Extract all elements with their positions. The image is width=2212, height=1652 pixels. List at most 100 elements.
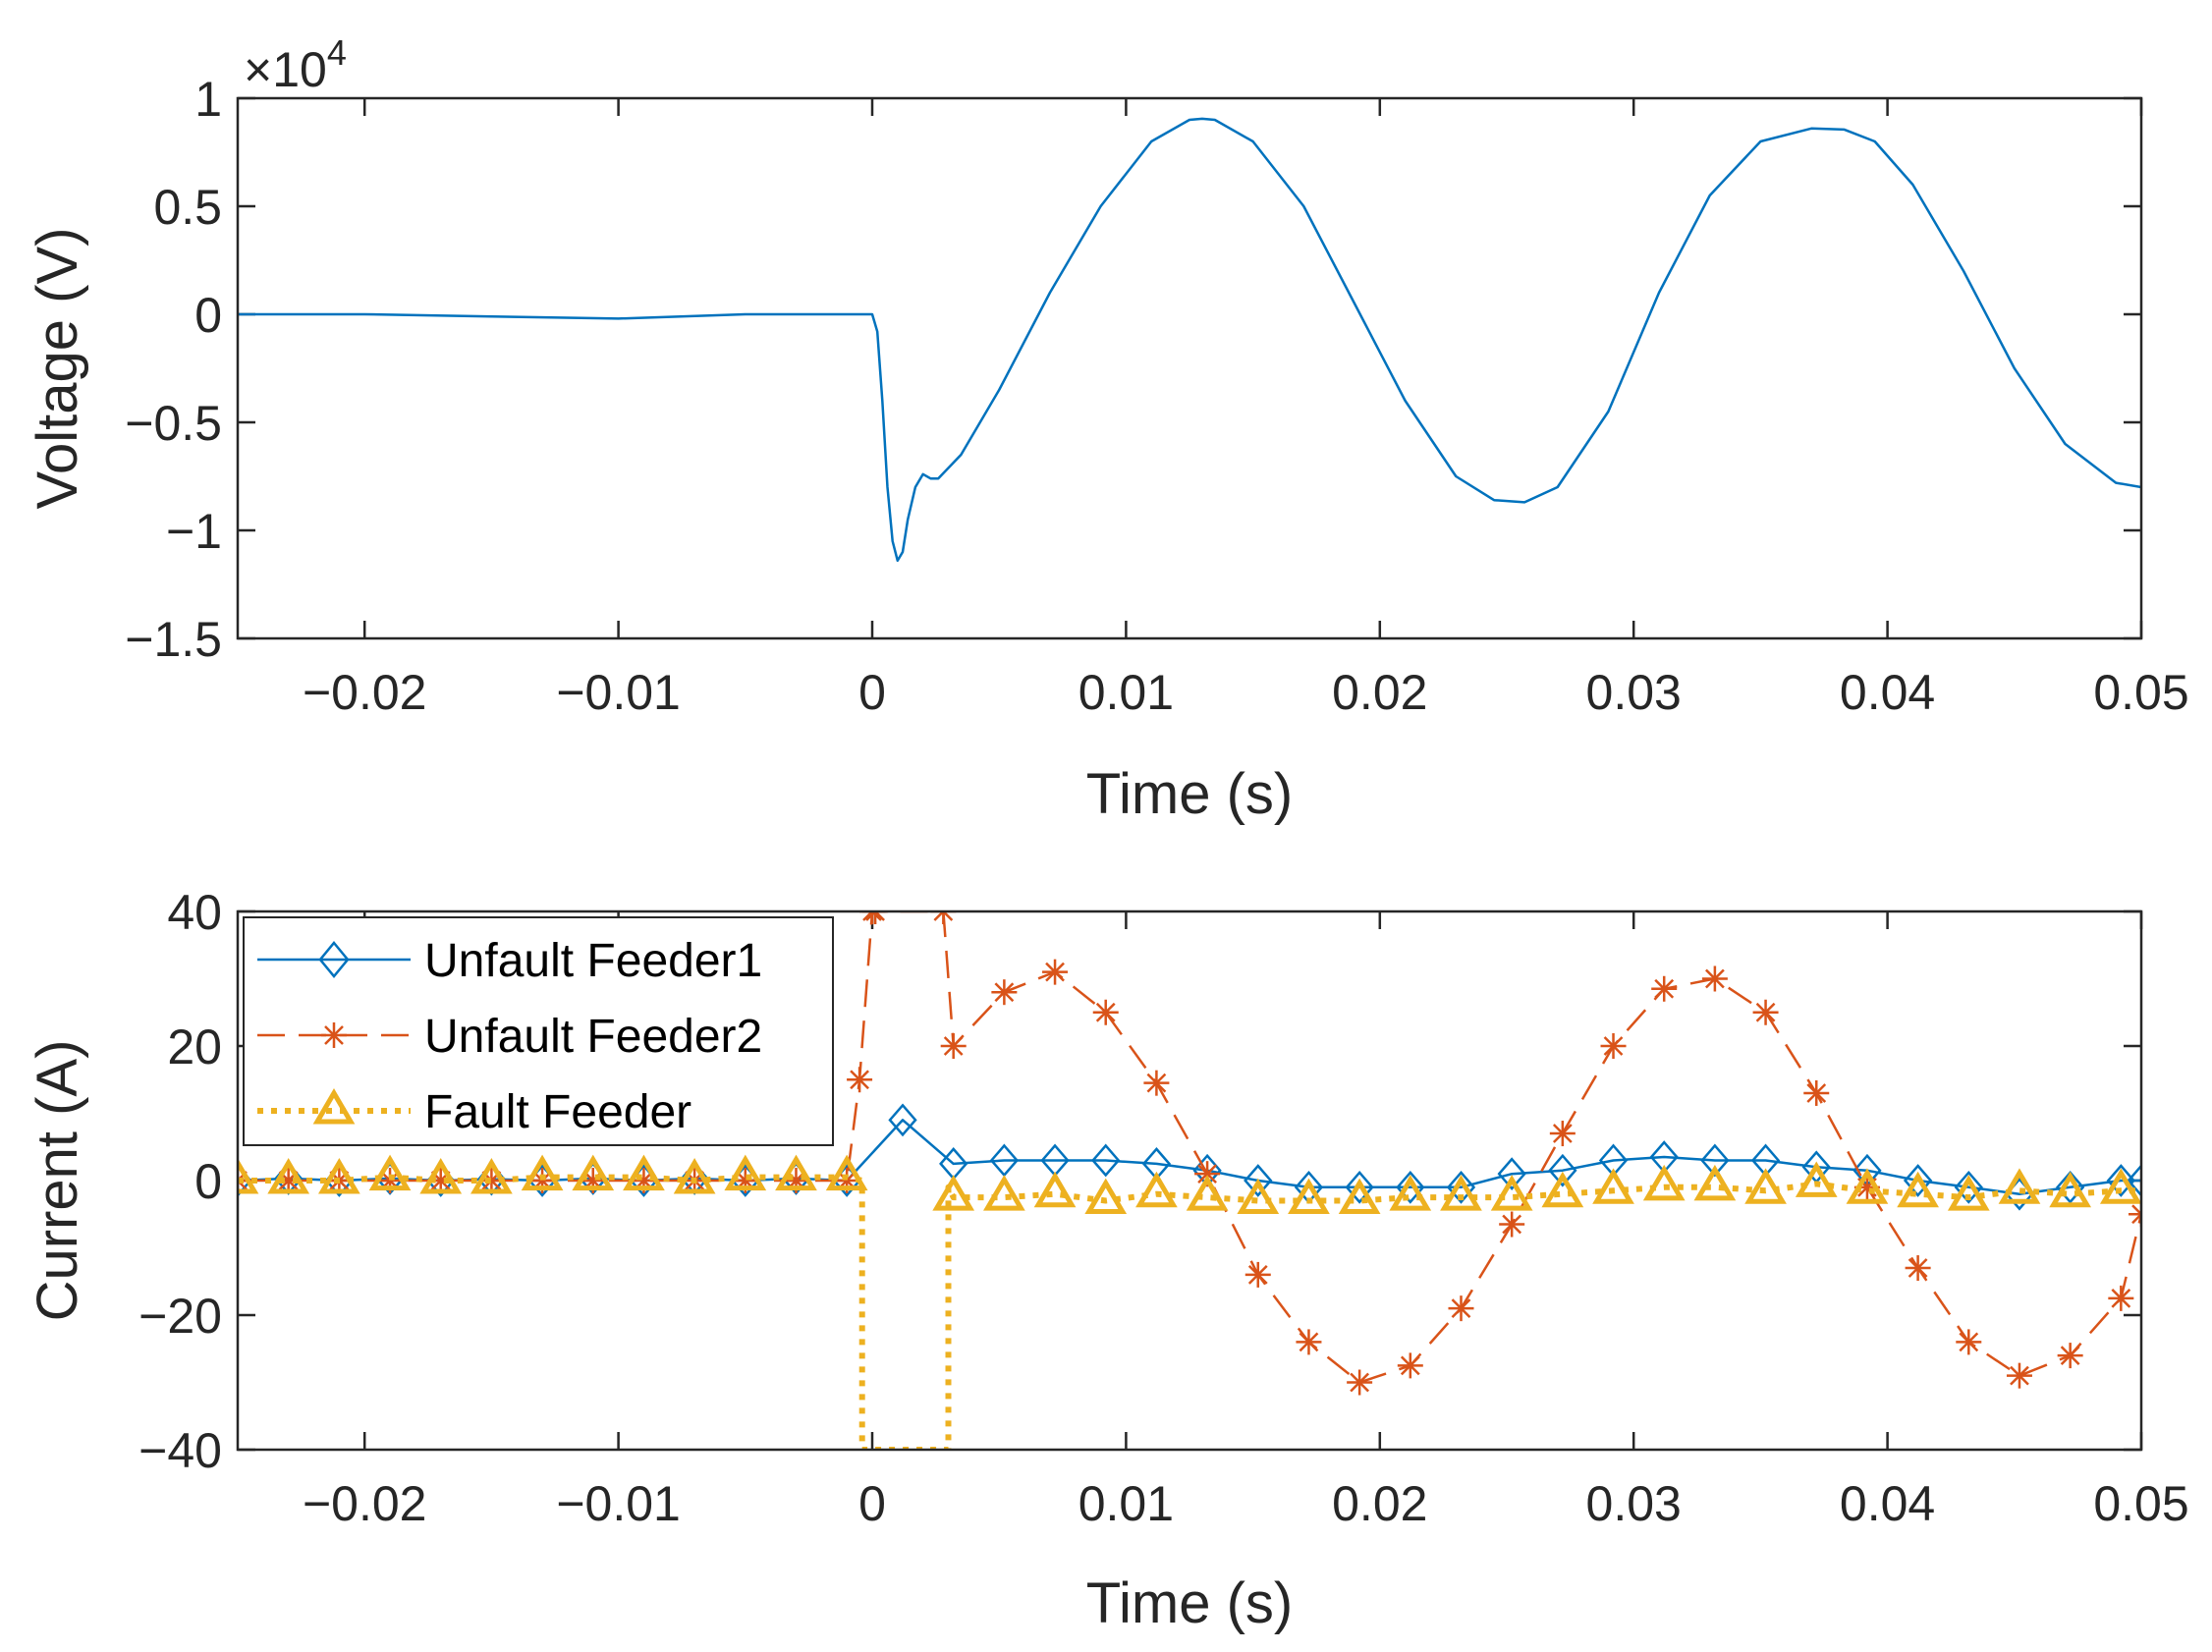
fault-feeder-marker (825, 1154, 868, 1191)
unfault-feeder2-marker (1905, 1255, 1931, 1282)
unfault-feeder1-marker (1548, 1153, 1577, 1187)
fault-feeder-marker (317, 1158, 360, 1194)
unfault-feeder2-marker (2057, 1343, 2083, 1369)
fault-feeder-marker (419, 1158, 463, 1194)
fault-feeder-marker (521, 1154, 564, 1191)
voltage-y-tick-label: −0.5 (125, 396, 222, 451)
voltage-y-tick-labels: 1 0.5 0 −0.5 −1 −1.5 (125, 72, 222, 667)
fault-feeder-marker (572, 1154, 615, 1191)
unfault-feeder2-marker (1752, 999, 1779, 1025)
unfault-feeder2-marker (1549, 1121, 1576, 1147)
current-x-tick-label: −0.02 (303, 1476, 427, 1531)
fault-feeder-marker (1135, 1171, 1178, 1208)
voltage-y-axis-label: Voltage (V) (26, 228, 89, 510)
unfault-feeder1-marker (1091, 1143, 1121, 1178)
unfault-feeder2-marker (1651, 975, 1678, 1002)
voltage-x-tick-label: 0.05 (2093, 665, 2188, 720)
current-y-tick-label: −20 (138, 1289, 222, 1344)
current-x-tick-label: 0.05 (2093, 1476, 2188, 1531)
fault-feeder-marker (1693, 1164, 1737, 1201)
fault-feeder-marker (1947, 1175, 1990, 1211)
unfault-feeder2-marker (1448, 1295, 1474, 1322)
fault-feeder-marker (1592, 1168, 1634, 1204)
fault-feeder-marker (983, 1175, 1025, 1211)
unfault-feeder1-marker (1903, 1164, 1933, 1197)
unfault-feeder2-marker (2108, 1285, 2134, 1311)
legend-marker-triangle (312, 1088, 356, 1125)
current-axes-box (236, 909, 2143, 1452)
current-y-tick-label: 20 (167, 1019, 222, 1074)
voltage-plot-area (238, 98, 2141, 638)
current-x-tick-label: −0.01 (556, 1476, 681, 1531)
unfault-feeder2-marker (2129, 1201, 2141, 1228)
unfault-feeder1-marker (1244, 1164, 1273, 1197)
fault-feeder-marker (1389, 1175, 1432, 1211)
voltage-y-tick-label: 1 (194, 72, 222, 127)
fault-feeder-marker (1084, 1178, 1128, 1215)
voltage-x-axis-label: Time (s) (1086, 762, 1293, 826)
voltage-x-tick-label: 0.04 (1840, 665, 1935, 720)
current-y-tick-labels: 40 20 0 −20 −40 (138, 885, 222, 1478)
unfault-feeder2-marker (1803, 1079, 1830, 1106)
unfault-feeder1-marker (2127, 1164, 2141, 1197)
fault-feeder-marker (775, 1154, 817, 1191)
current-x-tick-labels: −0.02 −0.01 0 0.01 0.02 0.03 0.04 0.05 (303, 1476, 2189, 1531)
unfault-feeder2-marker (1600, 1033, 1627, 1059)
legend-entry-fault-feeder: Fault Feeder (257, 1086, 691, 1138)
fault-feeder-marker (1033, 1171, 1077, 1208)
unfault-feeder2-marker (2006, 1362, 2032, 1389)
voltage-scale-exponent: ×104 (244, 32, 347, 97)
unfault-feeder2-marker (1499, 1211, 1525, 1238)
fault-feeder-marker (1795, 1161, 1838, 1197)
voltage-x-tick-label: 0 (858, 665, 886, 720)
unfault-feeder2-marker (1042, 959, 1069, 985)
fault-feeder-marker (1541, 1171, 1584, 1208)
fault-feeder-marker (1237, 1178, 1280, 1215)
unfault-feeder2-marker (1244, 1261, 1271, 1288)
fault-feeder-marker (932, 1175, 975, 1211)
unfault-feeder2-marker (940, 1033, 967, 1059)
current-y-tick-label: −40 (138, 1423, 222, 1478)
voltage-y-tick-label: 0 (194, 288, 222, 343)
legend-label-unfault-feeder2: Unfault Feeder2 (424, 1011, 762, 1063)
fault-feeder-marker (1998, 1168, 2041, 1204)
fault-feeder-marker (1642, 1164, 1686, 1201)
fault-feeder-marker (1288, 1178, 1330, 1215)
fault-feeder-marker (267, 1158, 310, 1194)
current-x-tick-label: 0.01 (1078, 1476, 1174, 1531)
voltage-y-tick-label: −1.5 (125, 612, 222, 667)
unfault-feeder2-marker (930, 911, 957, 924)
current-x-tick-label: 0.03 (1586, 1476, 1682, 1531)
voltage-line (238, 117, 2141, 563)
current-axes: −0.02 −0.01 0 0.01 0.02 0.03 0.04 0.05 40 20 0 −20… (26, 885, 2189, 1635)
voltage-axes-box (236, 96, 2143, 640)
voltage-axes: −0.02 −0.01 0 0.01 0.02 0.03 0.04 0.05 10.50−0.… (26, 32, 2189, 826)
current-x-tick-label: 0.04 (1840, 1476, 1935, 1531)
fault-feeder-marker (1846, 1168, 1889, 1204)
unfault-feeder2-marker (847, 1067, 873, 1093)
fault-feeder-marker (1338, 1178, 1381, 1215)
legend-entry-unfault-feeder1: Unfault Feeder1 (257, 935, 762, 987)
legend: Unfault Feeder1 Unfault Feeder2 Fault Fe… (243, 916, 834, 1146)
unfault-feeder1-marker (888, 1103, 917, 1137)
unfault-feeder2-marker (1956, 1329, 1982, 1355)
unfault-feeder1-marker (1497, 1157, 1526, 1191)
legend-marker-asterisk (321, 1022, 347, 1048)
current-x-tick-label: 0.02 (1332, 1476, 1427, 1531)
unfault-feeder1-marker (1700, 1143, 1730, 1178)
unfault-feeder1-marker (1446, 1170, 1476, 1204)
unfault-feeder1-marker (2106, 1164, 2135, 1197)
voltage-scale-power: 4 (327, 32, 347, 73)
unfault-feeder2-marker (1347, 1369, 1373, 1396)
fault-feeder-marker (673, 1158, 716, 1194)
fault-feeder-marker (2049, 1171, 2092, 1208)
unfault-feeder2-marker (1296, 1329, 1322, 1355)
current-y-tick-label: 0 (194, 1154, 222, 1209)
fault-feeder-marker (1897, 1171, 1939, 1208)
unfault-feeder2-marker (1143, 1070, 1170, 1096)
fault-feeder-marker (623, 1154, 665, 1191)
voltage-x-tick-label: −0.01 (556, 665, 681, 720)
unfault-feeder2-marker (1701, 965, 1728, 992)
voltage-x-tick-label: −0.02 (303, 665, 427, 720)
